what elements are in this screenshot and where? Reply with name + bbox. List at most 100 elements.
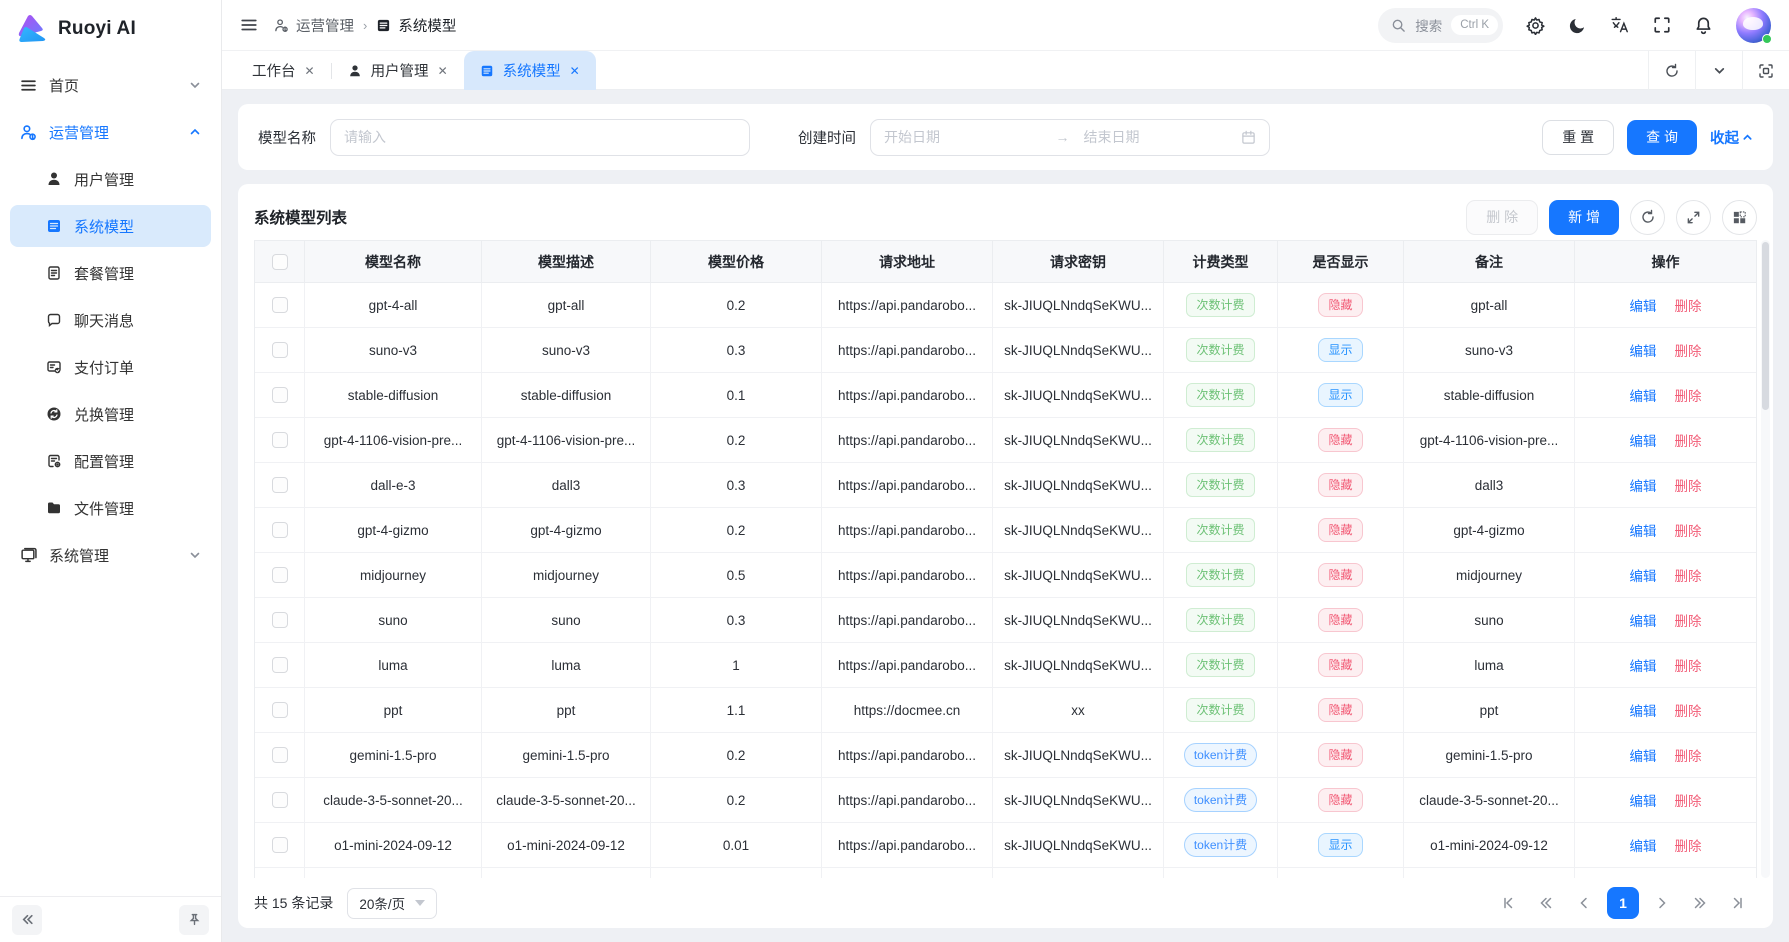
last-page-button[interactable] — [1723, 888, 1753, 918]
fullscreen-button[interactable] — [1653, 16, 1671, 34]
menu-toggle-button[interactable] — [240, 16, 258, 34]
cell-request-url: https://api.pandarobo... — [822, 823, 993, 867]
delete-link[interactable]: 删除 — [1674, 569, 1702, 584]
previous-page-button[interactable] — [1569, 888, 1599, 918]
visibility-badge: 隐藏 — [1318, 653, 1363, 677]
row-checkbox[interactable] — [271, 387, 288, 403]
row-checkbox[interactable] — [271, 522, 288, 538]
row-checkbox[interactable] — [271, 837, 288, 853]
sidebar-item-exchange-management[interactable]: 兑换管理 — [10, 393, 211, 435]
close-icon[interactable]: ✕ — [569, 63, 580, 78]
sidebar-item-system-model[interactable]: 系统模型 — [10, 205, 211, 247]
edit-link[interactable]: 编辑 — [1629, 749, 1657, 764]
row-checkbox[interactable] — [271, 747, 288, 763]
column-settings-button[interactable] — [1722, 199, 1757, 235]
close-icon[interactable]: ✕ — [304, 63, 315, 78]
back-five-pages-button[interactable] — [1531, 888, 1561, 918]
model-name-input[interactable] — [330, 118, 750, 156]
edit-link[interactable]: 编辑 — [1629, 344, 1657, 359]
delete-link[interactable]: 删除 — [1674, 839, 1702, 854]
collapse-filter-link[interactable]: 收起 — [1710, 127, 1753, 148]
notifications-button[interactable] — [1694, 16, 1713, 35]
tab-menu-button[interactable] — [1695, 51, 1742, 90]
settings-button[interactable] — [1526, 16, 1545, 35]
cell-model-desc — [482, 868, 651, 878]
sidebar-item-operations[interactable]: 运营管理 — [10, 111, 211, 153]
chevron-down-icon — [1714, 68, 1724, 74]
edit-link[interactable]: 编辑 — [1629, 659, 1657, 674]
scrollbar-thumb[interactable] — [1762, 242, 1769, 410]
delete-link[interactable]: 删除 — [1674, 434, 1702, 449]
sidebar-item-user-management[interactable]: 用户管理 — [10, 158, 211, 200]
sidebar-item-home[interactable]: 首页 — [10, 64, 211, 106]
select-all-checkbox[interactable] — [271, 253, 288, 270]
add-button[interactable]: 新 增 — [1549, 199, 1619, 235]
expand-table-button[interactable] — [1676, 199, 1711, 235]
delete-link[interactable]: 删除 — [1674, 479, 1702, 494]
app-logo[interactable]: Ruoyi AI — [0, 0, 221, 56]
global-search[interactable]: 搜索 Ctrl K — [1378, 7, 1503, 43]
row-checkbox[interactable] — [271, 297, 288, 313]
edit-link[interactable]: 编辑 — [1629, 794, 1657, 809]
delete-link[interactable]: 删除 — [1674, 524, 1702, 539]
refresh-tab-button[interactable] — [1648, 51, 1695, 90]
edit-link[interactable]: 编辑 — [1629, 614, 1657, 629]
tab-user-management[interactable]: 用户管理 ✕ — [332, 51, 464, 90]
language-button[interactable] — [1610, 15, 1630, 35]
tab-workbench[interactable]: 工作台 ✕ — [236, 51, 331, 90]
refresh-table-button[interactable] — [1630, 199, 1665, 235]
edit-link[interactable]: 编辑 — [1629, 299, 1657, 314]
breadcrumb-system-model[interactable]: 系统模型 — [376, 15, 456, 36]
row-checkbox[interactable] — [271, 567, 288, 583]
tab-system-model[interactable]: 系统模型 ✕ — [463, 51, 596, 90]
table-scrollbar[interactable] — [1761, 240, 1770, 878]
sidebar-item-config-management[interactable]: 配置管理 — [10, 440, 211, 482]
delete-link[interactable]: 删除 — [1674, 614, 1702, 629]
edit-link[interactable]: 编辑 — [1629, 389, 1657, 404]
dark-mode-button[interactable] — [1568, 16, 1587, 35]
row-checkbox[interactable] — [271, 792, 288, 808]
sidebar-item-file-management[interactable]: 文件管理 — [10, 487, 211, 529]
delete-link[interactable]: 删除 — [1674, 659, 1702, 674]
forward-five-pages-button[interactable] — [1685, 888, 1715, 918]
delete-link[interactable]: 删除 — [1674, 749, 1702, 764]
edit-link[interactable]: 编辑 — [1629, 839, 1657, 854]
search-button[interactable]: 查 询 — [1627, 119, 1697, 155]
first-page-button[interactable] — [1493, 888, 1523, 918]
sidebar-item-chat-messages[interactable]: 聊天消息 — [10, 299, 211, 341]
delete-link[interactable]: 删除 — [1674, 389, 1702, 404]
row-checkbox[interactable] — [271, 657, 288, 673]
sidebar-item-payment-orders[interactable]: 支付订单 — [10, 346, 211, 388]
row-checkbox[interactable] — [271, 432, 288, 448]
row-checkbox[interactable] — [271, 612, 288, 628]
edit-link[interactable]: 编辑 — [1629, 479, 1657, 494]
content-fullscreen-button[interactable] — [1742, 51, 1789, 90]
cell-model-name: stable-diffusion — [305, 373, 482, 417]
user-avatar[interactable] — [1736, 7, 1772, 44]
close-icon[interactable]: ✕ — [437, 63, 448, 78]
delete-link[interactable]: 删除 — [1674, 704, 1702, 719]
end-date-placeholder: 结束日期 — [1083, 129, 1140, 145]
collapse-sidebar-button[interactable] — [12, 904, 42, 935]
row-checkbox[interactable] — [271, 477, 288, 493]
edit-link[interactable]: 编辑 — [1629, 569, 1657, 584]
row-checkbox[interactable] — [271, 702, 288, 718]
breadcrumb-operations[interactable]: 运营管理 — [274, 15, 354, 36]
pin-sidebar-button[interactable] — [179, 904, 209, 935]
billing-type-badge: token计费 — [1183, 833, 1258, 857]
reset-button[interactable]: 重 置 — [1542, 119, 1615, 155]
next-page-button[interactable] — [1647, 888, 1677, 918]
edit-link[interactable]: 编辑 — [1629, 704, 1657, 719]
delete-link[interactable]: 删除 — [1674, 344, 1702, 359]
sidebar-item-system-management[interactable]: 系统管理 — [10, 534, 211, 576]
delete-link[interactable]: 删除 — [1674, 299, 1702, 314]
page-size-select[interactable]: 20条/页 — [347, 887, 438, 919]
edit-link[interactable]: 编辑 — [1629, 524, 1657, 539]
batch-delete-button[interactable]: 删 除 — [1466, 199, 1539, 235]
delete-link[interactable]: 删除 — [1674, 794, 1702, 809]
row-checkbox[interactable] — [271, 342, 288, 358]
sidebar-item-package-management[interactable]: 套餐管理 — [10, 252, 211, 294]
date-range-input[interactable]: 开始日期 → 结束日期 — [870, 118, 1270, 156]
current-page-button[interactable]: 1 — [1607, 887, 1639, 919]
edit-link[interactable]: 编辑 — [1629, 434, 1657, 449]
